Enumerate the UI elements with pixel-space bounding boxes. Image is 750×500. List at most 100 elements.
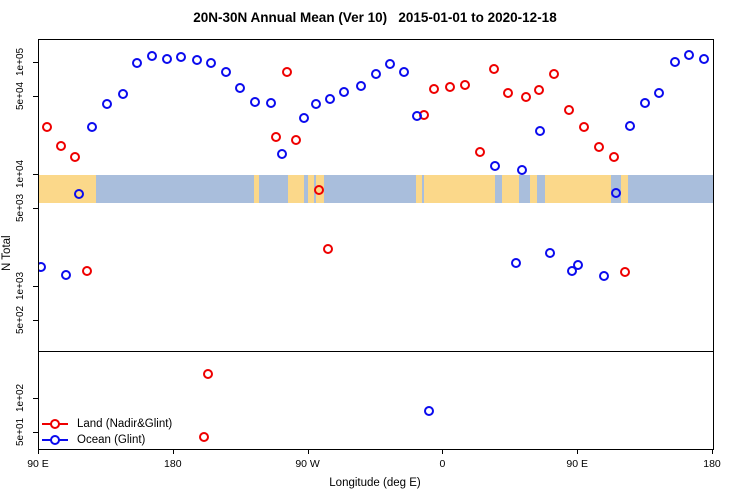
y-tick-label: 5e+01 (15, 417, 26, 446)
legend-marker-ocean-icon (42, 434, 68, 446)
data-point-ocean (221, 67, 232, 78)
data-point-land (290, 134, 301, 145)
land-segment (254, 175, 260, 204)
legend-item-land: Land (Nadir&Glint) (42, 416, 172, 432)
plot-area: Land (Nadir&Glint) Ocean (Glint) (38, 39, 714, 450)
legend-item-label: Ocean (Glint) (77, 434, 146, 446)
data-point-land (502, 88, 513, 99)
data-point-ocean (399, 67, 410, 78)
data-point-land (203, 368, 214, 379)
data-point-ocean (250, 97, 261, 108)
data-point-ocean (535, 126, 546, 137)
data-point-ocean (573, 259, 584, 270)
data-point-land (619, 267, 630, 278)
data-point-land (521, 91, 532, 102)
data-point-ocean (490, 160, 501, 171)
y-tick (33, 397, 38, 399)
data-point-ocean (87, 121, 98, 132)
land-segment (501, 175, 519, 204)
data-point-ocean (639, 98, 650, 109)
data-point-ocean (669, 56, 680, 67)
y-tick (33, 286, 38, 288)
legend-marker-land-icon (42, 418, 68, 430)
x-tick-label: 90 W (295, 458, 320, 470)
data-point-ocean (610, 188, 621, 199)
y-tick-label: 5e+03 (15, 193, 26, 222)
data-point-ocean (411, 110, 422, 121)
data-point-ocean (423, 405, 434, 416)
data-point-ocean (385, 58, 396, 69)
data-point-ocean (598, 270, 609, 281)
x-tick (712, 449, 713, 454)
x-tick (172, 449, 174, 454)
data-point-ocean (698, 53, 709, 64)
data-point-land (460, 79, 471, 90)
data-point-ocean (206, 58, 217, 69)
y-tick (33, 319, 38, 321)
land-segment (416, 175, 423, 204)
data-point-ocean (339, 87, 350, 98)
data-point-land (445, 81, 456, 92)
data-point-land (549, 68, 560, 79)
land-segment (39, 175, 97, 204)
land-segment (424, 175, 495, 204)
data-point-ocean (265, 98, 276, 109)
data-point-land (475, 147, 486, 158)
data-point-ocean (191, 55, 202, 66)
data-point-ocean (175, 51, 186, 62)
land-segment (308, 175, 315, 204)
data-point-ocean (544, 248, 555, 259)
data-point-land (428, 83, 439, 94)
data-point-ocean (101, 98, 112, 109)
data-point-ocean (567, 265, 578, 276)
data-point-ocean (517, 165, 528, 176)
data-point-ocean (370, 68, 381, 79)
y-tick (33, 96, 38, 98)
data-point-land (533, 84, 544, 95)
data-point-ocean (146, 50, 157, 61)
data-point-land (82, 266, 93, 277)
legend-item-label: Land (Nadir&Glint) (77, 418, 173, 430)
data-point-ocean (162, 53, 173, 64)
data-point-ocean (39, 261, 47, 272)
legend-item-ocean: Ocean (Glint) (42, 432, 172, 448)
data-point-land (270, 132, 281, 143)
data-point-land (489, 63, 500, 74)
x-tick (442, 449, 444, 454)
map-band (39, 175, 713, 204)
data-point-ocean (276, 148, 287, 159)
data-point-land (70, 152, 81, 163)
data-point-land (578, 121, 589, 132)
legend: Land (Nadir&Glint) Ocean (Glint) (42, 416, 172, 448)
data-point-ocean (298, 113, 309, 123)
data-point-ocean (510, 257, 521, 268)
data-point-ocean (355, 80, 366, 91)
land-segment (544, 175, 612, 204)
chart-title: 20N-30N Annual Mean (Ver 10) 2015-01-01 … (193, 10, 557, 25)
y-tick (33, 62, 38, 64)
data-point-ocean (684, 49, 695, 60)
x-tick-label: 0 (439, 458, 446, 470)
y-tick-label: 5e+02 (15, 305, 26, 334)
data-point-land (322, 243, 333, 254)
data-point-land (313, 185, 324, 195)
data-point-ocean (624, 120, 635, 131)
data-point-land (199, 431, 209, 442)
x-tick-label: 90 E (566, 458, 588, 470)
y-tick (33, 431, 38, 433)
data-point-land (608, 152, 619, 163)
data-point-ocean (61, 269, 72, 280)
y-tick (33, 207, 38, 209)
x-tick (38, 449, 39, 454)
y-tick-label: 5e+04 (15, 82, 26, 111)
y-tick (33, 174, 38, 176)
y-axis-title: N Total (1, 235, 13, 271)
data-point-ocean (73, 189, 84, 200)
data-point-ocean (132, 58, 143, 69)
data-point-ocean (234, 83, 245, 94)
data-point-ocean (325, 93, 336, 104)
land-segment (288, 175, 305, 204)
x-tick (577, 449, 579, 454)
land-segment (529, 175, 537, 204)
